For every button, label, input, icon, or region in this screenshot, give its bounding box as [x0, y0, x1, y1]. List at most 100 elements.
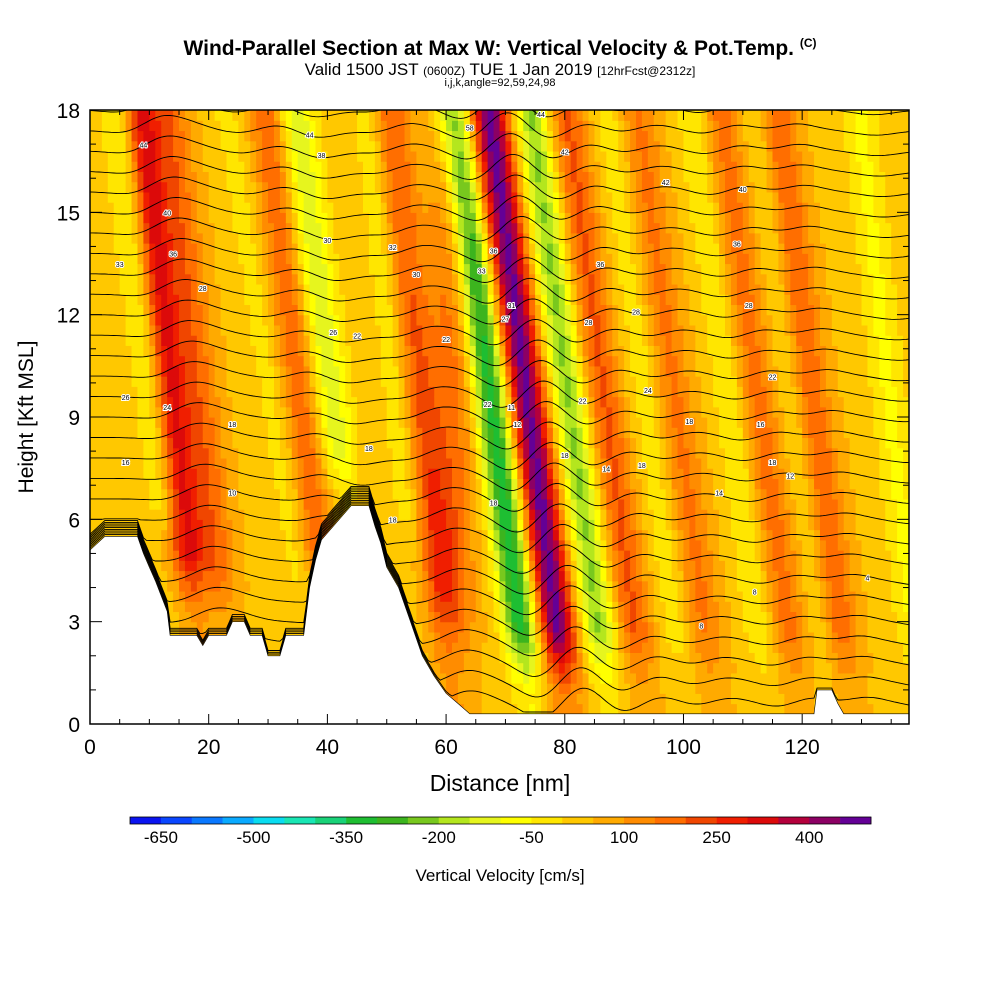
vv-cell	[184, 539, 192, 551]
vv-cell	[327, 488, 334, 500]
vv-cell	[101, 468, 109, 479]
vv-cell	[131, 488, 139, 500]
vv-cell	[101, 396, 109, 408]
vv-cell	[416, 468, 423, 479]
vv-cell	[475, 110, 483, 121]
vv-cell	[517, 478, 524, 490]
vv-cell	[273, 130, 281, 142]
vv-cell	[95, 386, 103, 398]
vv-cell	[404, 304, 412, 316]
vv-cell	[576, 427, 584, 439]
vv-cell	[416, 110, 423, 121]
vv-cell	[475, 693, 483, 705]
vv-cell	[499, 283, 507, 295]
vv-cell	[481, 590, 489, 602]
vv-cell	[226, 263, 234, 275]
vv-cell	[321, 335, 328, 346]
vv-cell	[529, 693, 536, 705]
vv-cell	[380, 529, 388, 541]
vv-cell	[113, 253, 121, 265]
vv-cell	[487, 478, 495, 490]
vv-cell	[363, 283, 370, 295]
vv-cell	[487, 191, 495, 203]
vv-cell	[386, 386, 394, 398]
vv-cell	[315, 181, 323, 193]
vv-cell	[493, 294, 501, 306]
vv-cell	[541, 560, 548, 572]
vv-cell	[552, 314, 560, 326]
vv-cell	[131, 140, 139, 152]
vv-cell	[440, 110, 447, 121]
vv-cell	[440, 457, 447, 469]
vv-cell	[179, 478, 186, 490]
vv-cell	[446, 529, 453, 541]
vv-cell	[107, 191, 115, 203]
vv-cell	[463, 621, 471, 633]
vv-cell	[511, 294, 518, 306]
vv-cell	[214, 335, 222, 346]
vv-cell	[552, 335, 560, 346]
vv-cell	[487, 304, 495, 316]
vv-cell	[517, 130, 524, 142]
vv-cell	[125, 273, 133, 285]
vv-cell	[125, 304, 133, 316]
vv-cell	[291, 140, 299, 152]
vv-cell	[499, 672, 507, 684]
vv-cell	[570, 539, 578, 551]
vv-cell	[469, 222, 477, 234]
vv-cell	[529, 550, 536, 561]
vv-cell	[303, 171, 311, 183]
vv-cell	[398, 171, 406, 183]
vv-cell	[511, 560, 518, 572]
vv-cell	[143, 120, 150, 132]
vv-cell	[345, 365, 352, 377]
vv-cell	[232, 161, 239, 172]
vv-cell	[398, 212, 406, 224]
vv-cell	[487, 427, 495, 439]
vv-cell	[250, 283, 257, 295]
vv-cell	[262, 365, 269, 377]
vv-cell	[107, 365, 115, 377]
vv-cell	[529, 703, 536, 715]
vv-cell	[457, 243, 465, 254]
vv-cell	[179, 580, 186, 592]
vv-cell	[505, 468, 512, 479]
vv-cell	[208, 550, 216, 561]
vv-cell	[363, 314, 370, 326]
vv-cell	[475, 376, 483, 387]
vv-cell	[398, 529, 406, 541]
vv-cell	[101, 304, 109, 316]
vv-cell	[529, 335, 536, 346]
vv-cell	[523, 253, 530, 265]
vv-cell	[196, 601, 204, 613]
vv-cell	[297, 171, 305, 183]
vv-cell	[297, 457, 305, 469]
vv-cell	[422, 601, 429, 613]
vv-cell	[351, 488, 358, 500]
vv-cell	[297, 376, 305, 387]
vv-cell	[125, 314, 133, 326]
vv-cell	[505, 406, 512, 418]
vv-cell	[576, 181, 584, 193]
vv-cell	[392, 365, 400, 377]
vv-cell	[428, 263, 435, 275]
vv-cell	[523, 672, 530, 684]
vv-cell	[125, 120, 133, 132]
vv-cell	[297, 365, 305, 377]
vv-cell	[173, 447, 180, 459]
vv-cell	[220, 212, 228, 224]
vv-cell	[357, 417, 364, 428]
vv-cell	[196, 324, 204, 336]
vv-cell	[469, 601, 477, 613]
vv-cell	[481, 120, 489, 132]
vv-cell	[161, 376, 168, 387]
vv-cell	[90, 345, 97, 357]
vv-cell	[541, 212, 548, 224]
vv-cell	[499, 212, 507, 224]
vv-cell	[119, 110, 127, 121]
vv-cell	[440, 427, 447, 439]
vv-cell	[535, 191, 542, 203]
vv-cell	[505, 652, 512, 664]
vv-cell	[440, 345, 447, 357]
vv-cell	[232, 294, 239, 306]
